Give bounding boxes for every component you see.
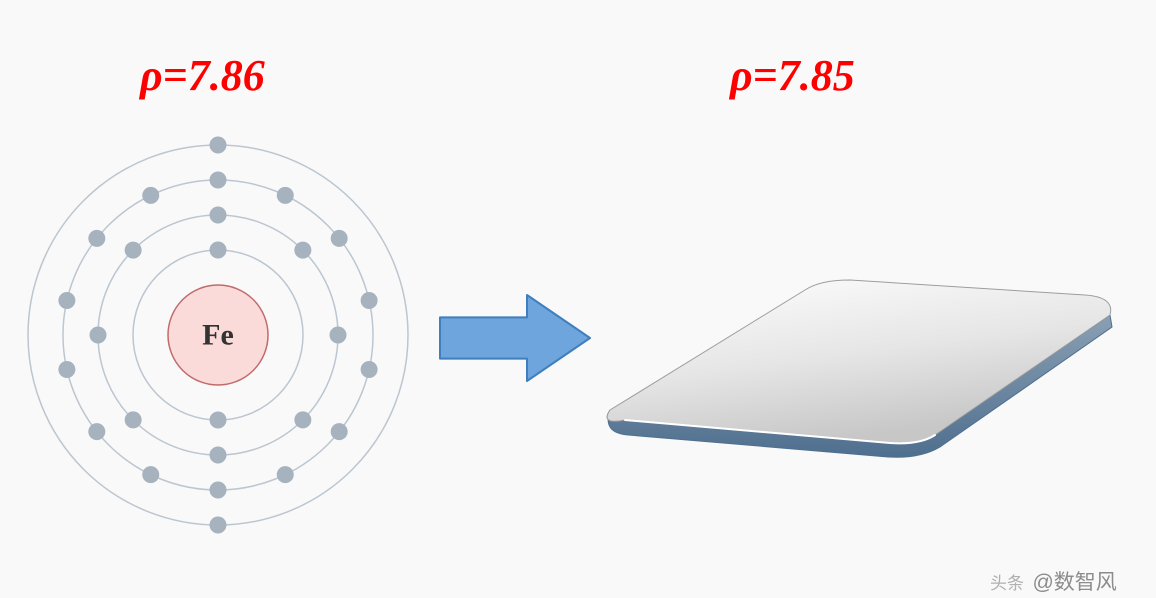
watermark-handle: @数智风 xyxy=(1032,571,1116,594)
svg-text:Fe: Fe xyxy=(202,319,234,352)
stage: ρ=7.86 ρ=7.85 Fe 头条 @数智风 xyxy=(0,0,1156,598)
watermark: 头条 @数智风 xyxy=(990,566,1117,596)
atom-diagram: Fe xyxy=(0,0,1156,598)
watermark-prefix: 头条 xyxy=(990,574,1024,593)
